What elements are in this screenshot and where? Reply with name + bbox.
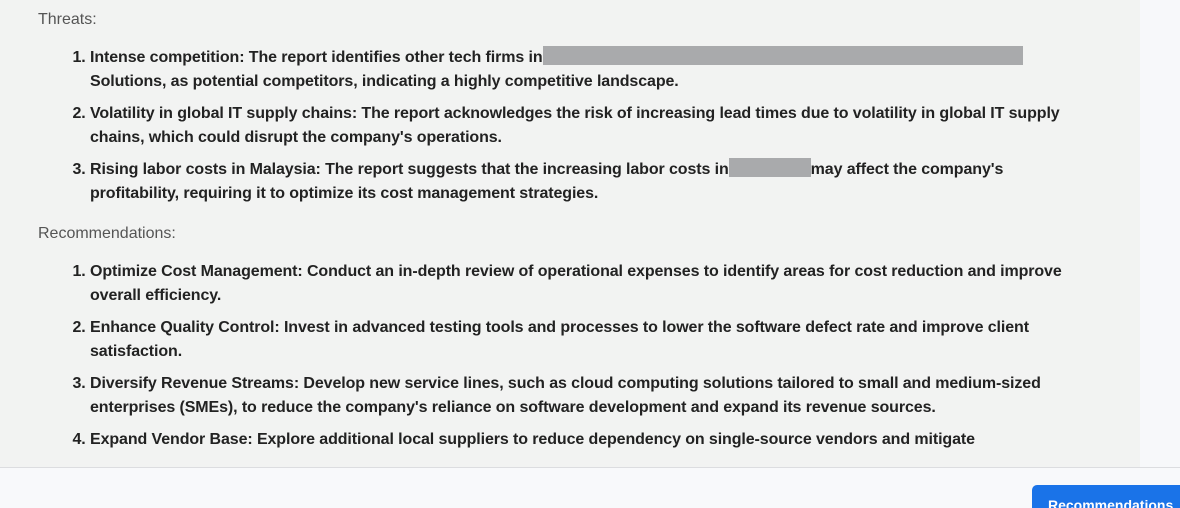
report-panel: Threats: Intense competition: The report … (0, 0, 1140, 467)
list: Optimize Cost Management: Conduct an in-… (38, 260, 1088, 452)
item-text: Volatility in global IT supply chains: T… (90, 105, 1060, 146)
item-text: may affect the company's profitability, … (90, 161, 1004, 202)
list-item: Expand Vendor Base: Explore additional l… (90, 428, 1088, 452)
list-item: Intense competition: The report identifi… (90, 46, 1088, 94)
redaction (728, 158, 811, 177)
list-item: Optimize Cost Management: Conduct an in-… (90, 260, 1088, 308)
item-text: Enhance Quality Control: Invest in advan… (90, 319, 1029, 360)
redaction (542, 46, 1023, 65)
section-heading: Threats: (38, 11, 97, 28)
item-text: Optimize Cost Management: Conduct an in-… (90, 263, 1062, 304)
bottom-bar: Recommendations (0, 467, 1180, 508)
item-text: Intense competition: The report identifi… (90, 49, 543, 66)
section-heading: Recommendations: (38, 225, 176, 242)
list-item: Diversify Revenue Streams: Develop new s… (90, 372, 1088, 420)
list-item: Volatility in global IT supply chains: T… (90, 102, 1088, 150)
item-text: Rising labor costs in Malaysia: The repo… (90, 161, 729, 178)
list-item: Enhance Quality Control: Invest in advan… (90, 316, 1088, 364)
report-content: Threats: Intense competition: The report … (0, 0, 1088, 452)
list: Intense competition: The report identifi… (38, 46, 1088, 206)
item-text: Diversify Revenue Streams: Develop new s… (90, 375, 1041, 416)
item-text: Expand Vendor Base: Explore additional l… (90, 431, 975, 448)
list-item: Rising labor costs in Malaysia: The repo… (90, 158, 1088, 206)
item-text: Solutions, as potential competitors, ind… (90, 73, 679, 90)
recommendations-button[interactable]: Recommendations (1032, 485, 1180, 508)
